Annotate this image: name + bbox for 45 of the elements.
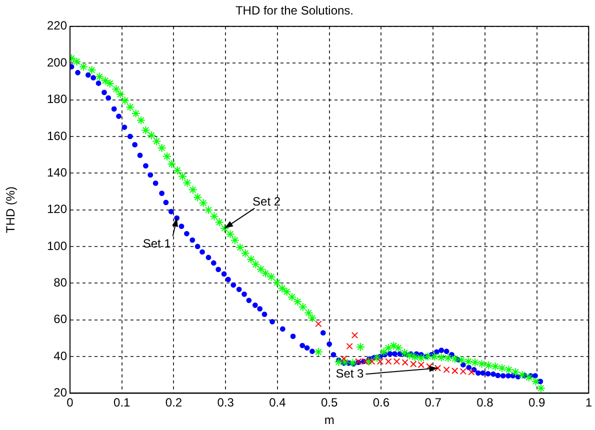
point xyxy=(315,320,322,328)
annotation: Set 2 xyxy=(252,194,281,209)
point xyxy=(452,367,458,374)
x-tick-label: 0.9 xyxy=(528,396,546,410)
x-tick-label: 0 xyxy=(66,396,74,410)
point xyxy=(426,363,433,370)
x-tick-label: 0.3 xyxy=(217,396,234,410)
y-tick-label: 160 xyxy=(46,128,68,143)
x-tick-label: 0.2 xyxy=(165,396,182,410)
point xyxy=(393,358,400,365)
y-tick-label: 20 xyxy=(54,386,68,400)
point xyxy=(468,368,475,376)
y-tick-label: 40 xyxy=(54,348,68,363)
point xyxy=(376,358,384,365)
point xyxy=(402,359,408,366)
point xyxy=(346,342,353,350)
point xyxy=(418,361,424,368)
y-tick-label: 220 xyxy=(46,18,68,33)
x-tick-label: 0.4 xyxy=(269,396,286,410)
point xyxy=(340,355,348,362)
point xyxy=(434,364,442,372)
x-tick-label: 0.6 xyxy=(372,396,390,410)
y-tick-label: 120 xyxy=(46,202,68,216)
point xyxy=(410,360,417,368)
point xyxy=(351,332,358,339)
y-tick-label: 60 xyxy=(54,312,68,326)
point xyxy=(443,366,450,374)
chart-title: THD for the Solutions. xyxy=(235,4,354,18)
point xyxy=(460,368,466,375)
annotation: Set 1 xyxy=(142,236,172,250)
y-tick-label: 200 xyxy=(46,55,68,70)
y-tick-label: 100 xyxy=(46,238,68,253)
point xyxy=(368,358,376,365)
x-axis-title: m xyxy=(324,413,334,428)
x-tick-label: 0.8 xyxy=(476,396,494,410)
point xyxy=(385,358,392,365)
y-axis-title: THD (%) xyxy=(4,186,18,234)
x-tick-label: 0.7 xyxy=(424,396,442,410)
annotation: Set 3 xyxy=(336,366,364,380)
x-tick-label: 0.1 xyxy=(114,396,131,410)
y-tick-label: 140 xyxy=(46,165,68,180)
x-tick-label: 0.5 xyxy=(320,396,338,410)
x-tick-label: 1 xyxy=(585,396,592,410)
y-tick-label: 180 xyxy=(46,92,68,106)
y-tick-label: 80 xyxy=(54,275,68,290)
